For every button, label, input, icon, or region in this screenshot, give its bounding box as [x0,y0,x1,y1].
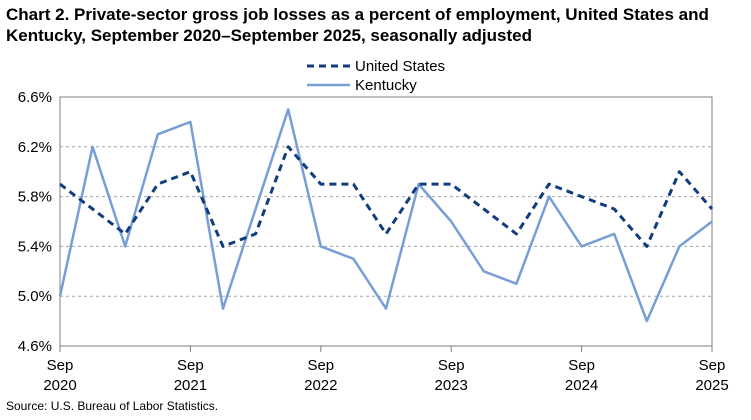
chart-title: Chart 2. Private-sector gross job losses… [6,5,709,45]
y-axis: 4.6% 5.0% 5.4% 5.8% 6.2% 6.6% [18,89,52,355]
y-tick-label: 5.8% [18,189,52,206]
x-tick-label-year: 2021 [174,377,207,394]
x-tick-label-month: Sep [699,357,726,374]
legend: United States Kentucky [307,58,445,94]
source-note: Source: U.S. Bureau of Labor Statistics. [6,399,219,413]
x-tick-label-month: Sep [47,357,74,374]
x-tick-label-month: Sep [307,357,334,374]
x-tick-label-year: 2023 [435,377,468,394]
y-tick-label: 4.6% [18,338,52,355]
series-united-states [59,145,714,248]
y-tick-label: 5.0% [18,288,52,305]
x-tick-label-month: Sep [438,357,465,374]
x-axis: Sep 2020 Sep 2021 Sep 2022 Sep 2023 Sep 2024 Sep 20… [43,346,729,394]
x-tick-label-year: 2025 [695,377,728,394]
y-tick-label: 5.4% [18,238,52,255]
gridlines [60,146,712,297]
x-tick-label-year: 2020 [43,377,76,394]
y-tick-label: 6.6% [18,89,52,106]
x-tick-label-year: 2024 [565,377,598,394]
x-tick-label-month: Sep [177,357,204,374]
x-tick-label-month: Sep [568,357,595,374]
series-layer [58,108,714,323]
series-line [59,145,714,248]
x-tick-label-year: 2022 [304,377,337,394]
legend-label: Kentucky [355,77,417,94]
series-kentucky [58,108,713,323]
series-line [58,108,713,323]
y-tick-label: 6.2% [18,139,52,156]
legend-label: United States [355,58,445,75]
